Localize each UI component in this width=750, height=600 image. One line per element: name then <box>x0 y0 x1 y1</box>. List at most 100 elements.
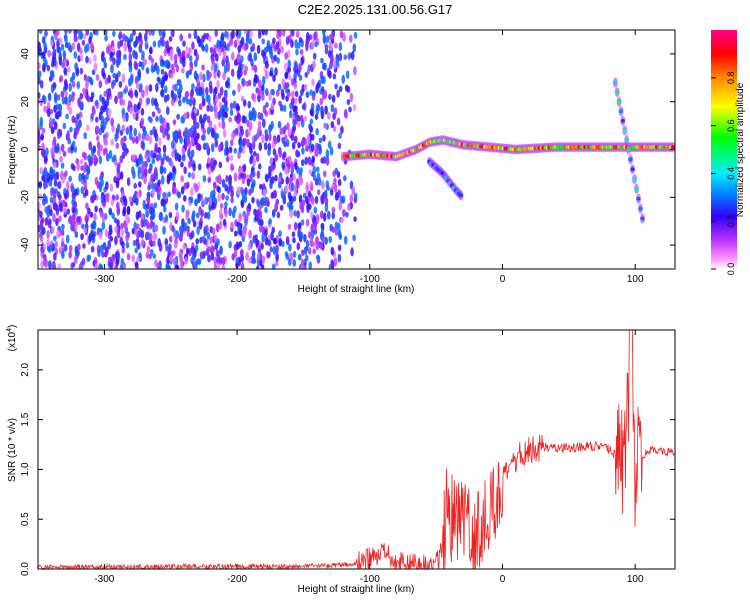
heatmap-noise-cell <box>284 251 289 258</box>
heatmap-noise-cell <box>276 32 280 40</box>
heatmap-noise-cell <box>298 174 302 184</box>
heatmap-noise-cell <box>262 104 267 114</box>
heatmap-noise-cell <box>211 227 216 236</box>
heatmap-noise-cell <box>135 82 140 89</box>
heatmap-noise-cell <box>323 122 327 129</box>
heatmap-noise-cell <box>271 88 275 96</box>
snr-frame <box>37 329 676 570</box>
heatmap-noise-cell <box>210 64 215 72</box>
heatmap-noise-cell <box>277 48 281 55</box>
heatmap-noise-cell <box>343 54 348 61</box>
heatmap-noise-cell <box>89 41 94 50</box>
heatmap-noise-cell <box>114 225 118 233</box>
heatmap-noise-cell <box>335 57 340 67</box>
heatmap-noise-cell <box>263 142 268 151</box>
heatmap-noise-cell <box>124 35 129 43</box>
heatmap-noise-cell <box>39 210 43 219</box>
heatmap-noise-cell <box>327 112 331 120</box>
heatmap-noise-cell <box>343 108 348 119</box>
heatmap-noise-cell <box>225 106 229 113</box>
heatmap-noise-cell <box>296 150 301 158</box>
heatmap-noise-cell <box>168 211 173 219</box>
heatmap-noise-cell <box>108 207 113 216</box>
heatmap-noise-cell <box>276 134 281 143</box>
heatmap-noise-cell <box>230 221 234 229</box>
heatmap-noise-cell <box>334 228 339 236</box>
heatmap-noise-cell <box>137 166 142 175</box>
heatmap-noise-cell <box>283 141 287 148</box>
heatmap-noise-cell <box>283 134 288 142</box>
heatmap-noise-cell <box>128 52 133 62</box>
heatmap-noise-cell <box>180 116 184 124</box>
heatmap-noise-cell <box>57 263 61 269</box>
heatmap-noise-cell <box>329 41 333 52</box>
heatmap-noise-cell <box>42 62 46 71</box>
heatmap-noise-cell <box>181 204 185 213</box>
heatmap-noise-cell <box>296 242 301 251</box>
heatmap-noise-cell <box>330 246 335 256</box>
heatmap-noise-cell <box>320 57 324 64</box>
heatmap-noise-cell <box>190 246 195 254</box>
heatmap-noise-cell <box>313 206 318 214</box>
heatmap-noise-cell <box>100 53 105 62</box>
heatmap-noise-cell <box>160 68 165 75</box>
heatmap-noise-cell <box>43 180 47 190</box>
heatmap-noise-cell <box>162 144 167 154</box>
heatmap-noise-cell <box>60 90 65 98</box>
heatmap-noise-cell <box>107 74 111 84</box>
heatmap-noise-cell <box>104 35 108 42</box>
heatmap-noise-cell <box>79 158 84 165</box>
heatmap-noise-cell <box>71 215 75 226</box>
heatmap-noise-cell <box>58 215 62 223</box>
heatmap-noise-cell <box>87 254 92 262</box>
heatmap-noise-cell <box>92 145 97 154</box>
heatmap-noise-cell <box>95 135 100 142</box>
heatmap-noise-cell <box>174 132 179 142</box>
heatmap-noise-cell <box>145 196 150 203</box>
heatmap-noise-cell <box>230 163 234 172</box>
heatmap-noise-cell <box>264 30 269 36</box>
heatmap-noise-cell <box>206 231 211 240</box>
heatmap-noise-cell <box>251 181 255 189</box>
heatmap-noise-cell <box>305 218 310 227</box>
heatmap-noise-cell <box>188 47 192 55</box>
heatmap-noise-cell <box>61 175 65 184</box>
heatmap-noise-cell <box>64 41 69 49</box>
spectrogram-xlabel: Height of straight line (km) <box>298 284 415 295</box>
heatmap-noise-cell <box>123 142 127 152</box>
heatmap-noise-cell <box>127 100 132 107</box>
heatmap-noise-cell <box>313 31 318 41</box>
heatmap-noise-cell <box>98 155 103 165</box>
heatmap-noise-cell <box>322 134 326 142</box>
heatmap-noise-cell <box>318 137 323 144</box>
heatmap-noise-cell <box>193 30 198 40</box>
heatmap-noise-cell <box>109 228 113 236</box>
heatmap-noise-cell <box>214 94 219 104</box>
heatmap-noise-cell <box>74 188 78 197</box>
heatmap-noise-cell <box>206 211 211 220</box>
heatmap-noise-cell <box>210 252 215 261</box>
heatmap-noise-cell <box>261 133 265 144</box>
heatmap-noise-cell <box>40 217 45 224</box>
heatmap-noise-cell <box>267 251 271 259</box>
heatmap-noise-cell <box>71 140 76 147</box>
heatmap-noise-cell <box>202 127 206 135</box>
heatmap-trace-cell <box>459 193 464 198</box>
heatmap-noise-cell <box>275 252 279 262</box>
heatmap-noise-cell <box>287 91 291 98</box>
heatmap-noise-cell <box>328 70 332 79</box>
heatmap-noise-cell <box>145 209 149 218</box>
heatmap-noise-cell <box>75 125 79 136</box>
heatmap-noise-cell <box>201 97 206 107</box>
heatmap-noise-cell <box>328 33 333 40</box>
heatmap-noise-cell <box>165 106 170 116</box>
heatmap-noise-cell <box>144 167 148 178</box>
heatmap-noise-cell <box>305 184 309 192</box>
spectrogram-ytick-label: 20 <box>20 96 31 108</box>
heatmap-noise-cell <box>148 47 153 54</box>
heatmap-noise-cell <box>258 142 263 152</box>
heatmap-noise-cell <box>67 146 71 154</box>
heatmap-noise-cell <box>341 195 346 204</box>
heatmap-noise-cell <box>251 170 256 178</box>
heatmap-noise-cell <box>191 171 195 180</box>
